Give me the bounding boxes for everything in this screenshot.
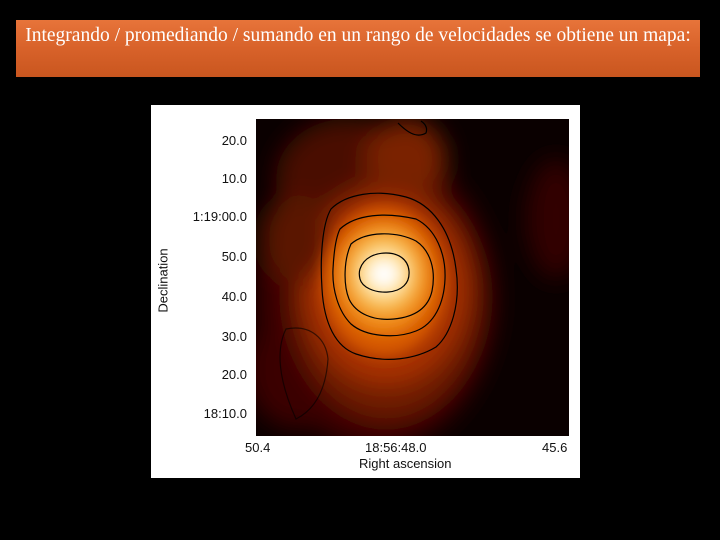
x-tick-label: 18:56:48.0 [365,440,427,455]
y-tick-label: 10.0 [221,171,247,186]
y-tick-label: 20.0 [221,367,247,382]
y-tick-label: 50.0 [221,249,247,264]
x-tick-label: 45.6 [542,440,568,455]
x-tick-label: 50.4 [245,440,271,455]
slide-title: Integrando / promediando / sumando en un… [16,20,700,77]
y-tick-label: 40.0 [221,289,247,304]
y-axis-title: Declination [155,248,171,313]
contour-lines [279,120,458,420]
y-tick-label: 20.0 [221,133,247,148]
y-tick-label: 1:19:00.0 [192,209,247,224]
x-axis-title: Right ascension [359,456,452,471]
y-tick-label: 18:10.0 [203,406,247,421]
y-tick-label: 30.0 [221,329,247,344]
intensity-map [256,119,569,436]
emission-map-figure: 20.0 10.0 1:19:00.0 50.0 40.0 30.0 20.0 … [151,105,580,478]
intensity-map-svg [256,119,569,436]
